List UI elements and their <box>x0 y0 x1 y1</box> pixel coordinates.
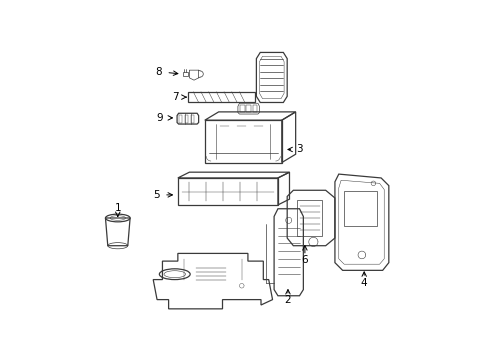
Text: 2: 2 <box>284 295 291 305</box>
Text: 6: 6 <box>301 255 307 265</box>
Text: 9: 9 <box>157 113 163 123</box>
Text: 7: 7 <box>172 92 179 102</box>
Text: 1: 1 <box>114 203 121 213</box>
Text: 3: 3 <box>296 144 302 154</box>
Text: 4: 4 <box>360 278 367 288</box>
Text: 5: 5 <box>153 190 159 200</box>
Text: 8: 8 <box>155 67 162 77</box>
